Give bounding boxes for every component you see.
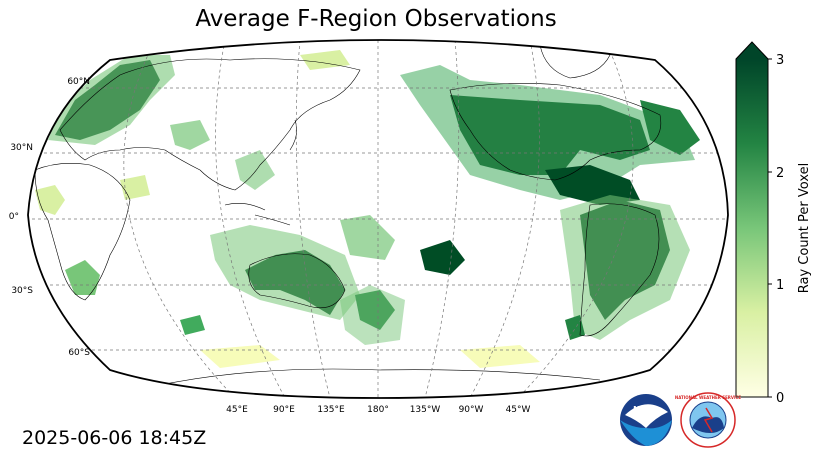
timestamp: 2025-06-06 18:45Z	[22, 427, 207, 449]
field-south-america-edge	[560, 195, 690, 340]
noaa-text: NOAA	[633, 405, 659, 414]
ray-count-fields	[35, 50, 700, 368]
field-alaska	[640, 100, 700, 155]
nws-logo: NATIONAL WEATHER SERVICE	[675, 392, 742, 448]
field-north-america-edge	[400, 65, 695, 200]
coast-south-america	[579, 203, 660, 337]
coast-antarctica	[159, 368, 601, 386]
colorbar-tick-label: 2	[776, 166, 784, 181]
field-nz-edge	[340, 285, 405, 345]
coast-indonesia	[224, 203, 291, 226]
colorbar-ticks	[768, 58, 772, 398]
colorbar-tick-label: 0	[776, 391, 784, 406]
field-pacific-1	[420, 240, 465, 275]
globe-outline	[27, 39, 729, 399]
colorbar-extend-arrow	[736, 42, 768, 59]
lon-label: 135°E	[317, 405, 345, 415]
coast-eurasia	[59, 58, 361, 191]
lon-label: 45°W	[506, 405, 531, 415]
nws-text: NATIONAL WEATHER SERVICE	[675, 395, 742, 400]
lon-label: 45°E	[226, 405, 248, 415]
colorbar-frame	[735, 41, 769, 398]
coast-africa	[34, 163, 131, 301]
lon-labels: 45°E 90°E 135°E 180° 135°W 90°W 45°W	[226, 405, 530, 415]
field-south-faint-3	[460, 345, 540, 368]
field-asia-1	[170, 120, 210, 150]
lat-labels: 60°N 30°N 0° 30°S 60°S	[9, 77, 91, 358]
field-south-faint-2	[200, 345, 280, 368]
colorbar-tick-label: 1	[776, 278, 784, 293]
coastlines	[34, 43, 662, 386]
lon-label: 90°W	[459, 405, 484, 415]
lon-label: 90°E	[273, 405, 295, 415]
lat-label: 60°N	[67, 77, 90, 87]
field-north-faint-2	[120, 175, 150, 200]
lon-label: 180°	[367, 405, 389, 415]
colorbar-label: Ray Count Per Voxel	[797, 163, 812, 293]
coast-north-america	[449, 83, 662, 181]
noaa-logo: NOAA	[620, 394, 672, 446]
coast-australia	[248, 253, 346, 309]
field-pacific-2	[340, 215, 395, 260]
lon-label: 135°W	[410, 405, 441, 415]
field-australia-edge	[210, 225, 360, 320]
graticule	[28, 40, 728, 398]
field-west-africa	[35, 185, 65, 215]
lat-label: 30°S	[11, 286, 33, 296]
field-south-faint-1	[180, 315, 205, 335]
map-title: Average F-Region Observations	[195, 6, 557, 32]
field-south-africa	[65, 260, 100, 295]
colorbar-gradient	[736, 59, 768, 397]
lat-label: 30°N	[10, 143, 33, 153]
coast-japan	[289, 119, 297, 151]
map-content	[28, 40, 728, 398]
field-europe-edge	[48, 55, 175, 145]
colorbar-tick-label: 3	[776, 53, 784, 68]
lat-label: 60°S	[68, 348, 90, 358]
lat-label: 0°	[9, 212, 19, 222]
